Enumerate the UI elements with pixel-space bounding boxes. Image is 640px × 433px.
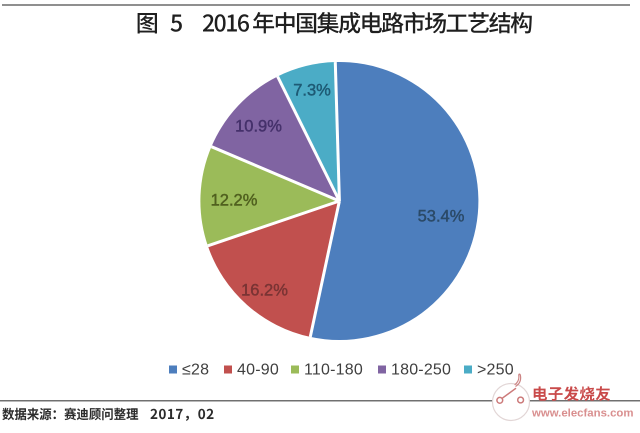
svg-text:53.4%: 53.4% [418,208,465,226]
svg-text:10.9%: 10.9% [235,118,282,136]
svg-text:>250: >250 [477,362,514,379]
svg-text:www.elecfans.com: www.elecfans.com [531,408,634,420]
svg-text:180-250: 180-250 [391,362,451,379]
svg-text:7.3%: 7.3% [293,82,331,100]
svg-text:≤28: ≤28 [182,362,209,379]
svg-text:12.2%: 12.2% [211,192,258,210]
svg-text:16.2%: 16.2% [241,282,288,300]
svg-text:110-180: 110-180 [304,362,363,379]
svg-text:40-90: 40-90 [237,362,279,379]
